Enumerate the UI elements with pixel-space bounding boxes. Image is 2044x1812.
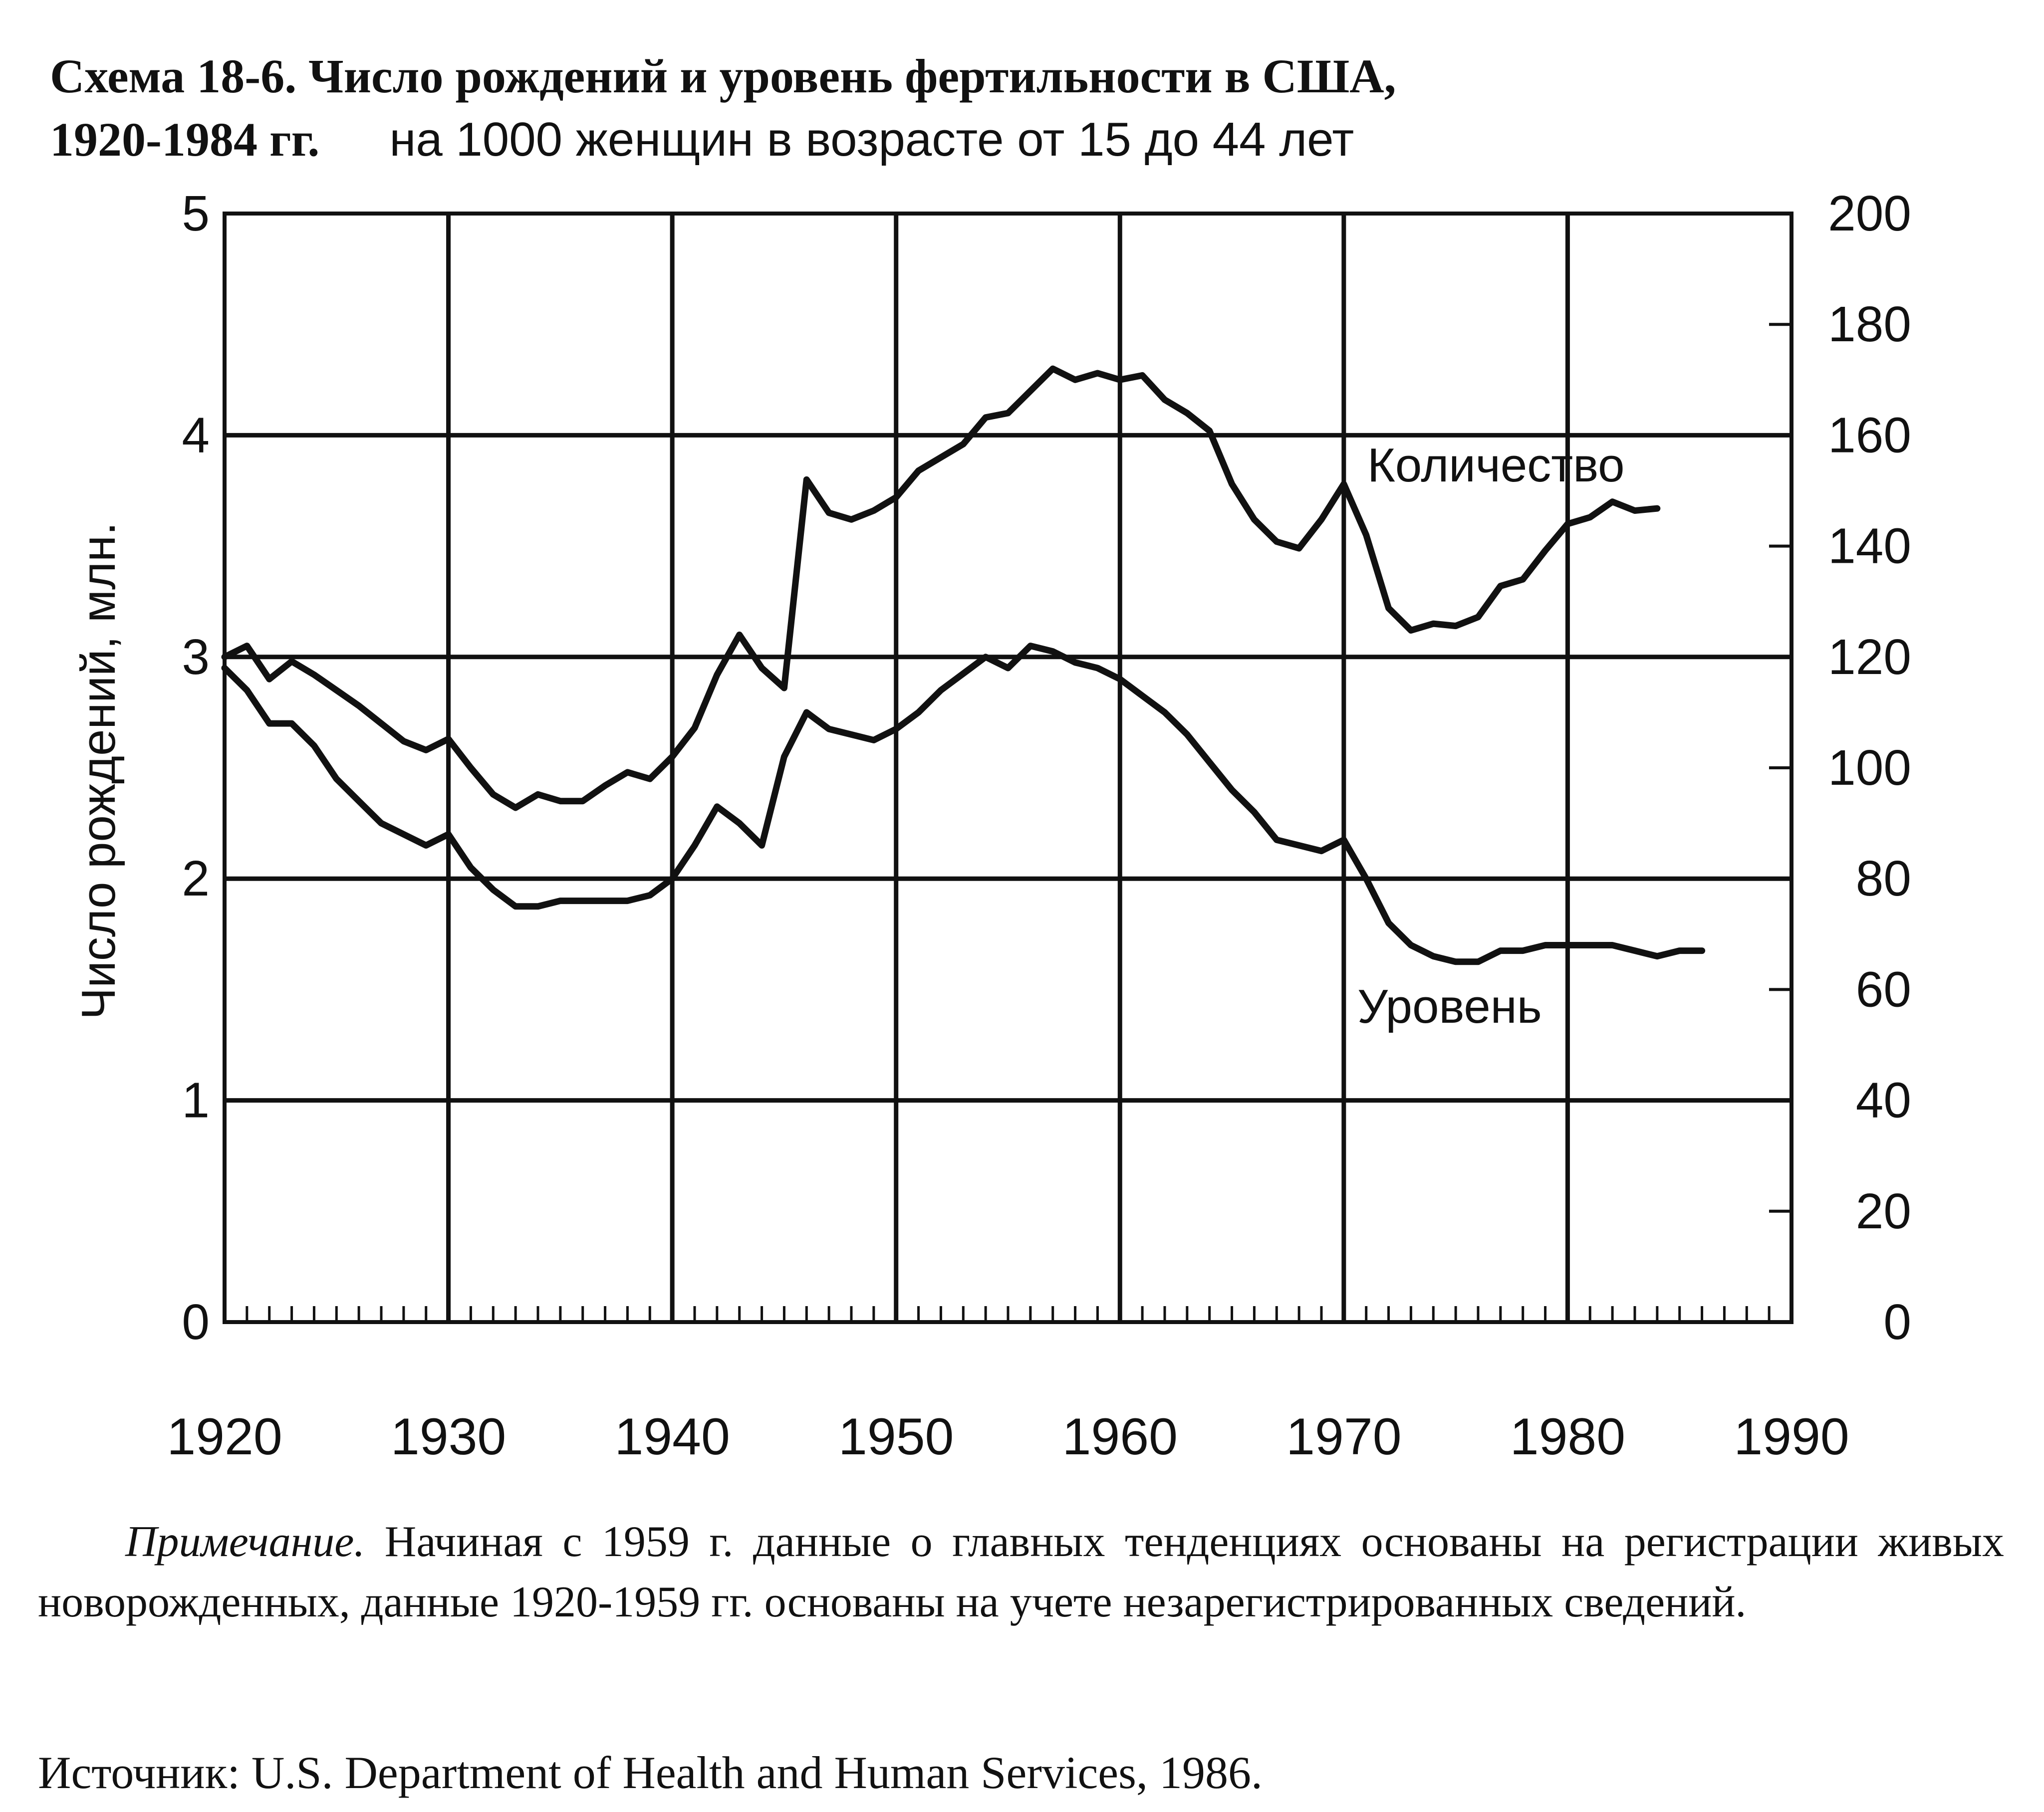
plot-frame	[223, 212, 1793, 1324]
y-right-tick-label: 160	[1828, 407, 1911, 463]
y-tick-label: 4	[182, 407, 210, 463]
grid	[225, 214, 1791, 1322]
y-tick-label: 3	[182, 629, 210, 685]
y-tick-label: 1	[182, 1073, 210, 1129]
y-right-tick-label: 60	[1856, 961, 1911, 1017]
x-tick-label: 1940	[614, 1408, 730, 1466]
y-right-tick-label: 100	[1828, 740, 1911, 796]
series-label-count: Количество	[1367, 439, 1625, 492]
y-tick-label: 2	[182, 851, 210, 906]
line-chart: 0 1 2 3 4 5 0 20 40 60 80 100 120 140 160 180 200 1920 193…	[72, 186, 1911, 1466]
tick-labels: 0 1 2 3 4 5 0 20 40 60 80 100 120 140 160 180 200 1920 193…	[167, 186, 1911, 1466]
title-years: 1920-1984 гг.	[50, 112, 320, 166]
title-main: Схема 18-6. Число рождений и уровень фер…	[50, 49, 1396, 103]
x-tick-label: 1950	[838, 1408, 954, 1466]
y-right-tick-label: 0	[1883, 1294, 1911, 1350]
x-tick-label: 1990	[1734, 1408, 1849, 1466]
note-text: Начиная с 1959 г. данные о главных тенде…	[38, 1518, 2004, 1627]
chart-note: Примечание. Начиная с 1959 г. данные о г…	[38, 1512, 2004, 1633]
x-tick-label: 1970	[1286, 1408, 1401, 1466]
y-tick-label: 5	[182, 186, 210, 241]
series-label-rate: Уровень	[1357, 980, 1542, 1033]
y-right-tick-label: 40	[1856, 1073, 1911, 1129]
y-right-tick-label: 200	[1828, 186, 1911, 241]
chart-title: Схема 18-6. Число рождений и уровень фер…	[50, 45, 1996, 171]
x-tick-label: 1920	[167, 1408, 282, 1466]
chart-subtitle: на 1000 женщин в возрасте от 15 до 44 ле…	[389, 112, 1354, 166]
y-tick-label: 0	[182, 1294, 210, 1350]
y-right-tick-label: 20	[1856, 1183, 1911, 1239]
x-tick-label: 1980	[1510, 1408, 1625, 1466]
y-right-tick-label: 180	[1828, 296, 1911, 352]
series-lines	[221, 365, 1706, 965]
note-label: Примечание.	[125, 1518, 365, 1566]
series-line-count	[221, 365, 1661, 811]
x-tick-label: 1930	[391, 1408, 506, 1466]
series-line-rate	[221, 643, 1706, 965]
chart-source: Источник: U.S. Department of Health and …	[38, 1747, 1263, 1798]
axes	[223, 212, 1793, 1324]
y-right-tick-label: 140	[1828, 518, 1911, 574]
y-axis-label: Число рождений, млн.	[72, 522, 125, 1019]
y-right-tick-label: 80	[1856, 851, 1911, 906]
x-tick-label: 1960	[1062, 1408, 1178, 1466]
y-right-tick-label: 120	[1828, 629, 1911, 685]
